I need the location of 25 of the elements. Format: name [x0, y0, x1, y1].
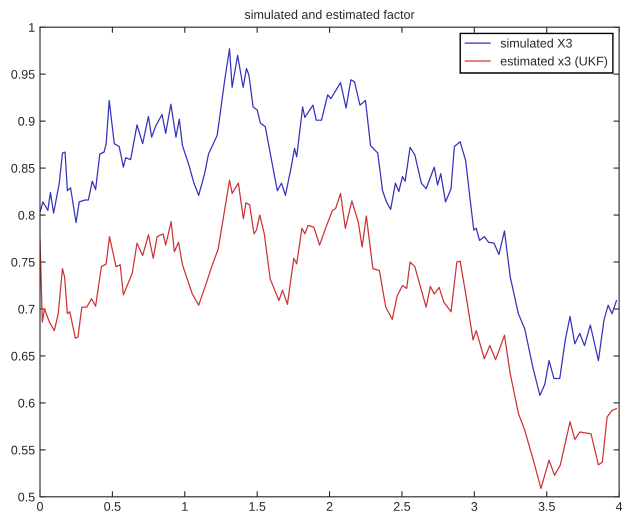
y-tick-label: 1	[29, 23, 35, 32]
x-tick-label: 4	[616, 502, 622, 511]
y-tick-label: 0.95	[11, 70, 35, 79]
x-tick-label: 1.5	[249, 502, 266, 511]
y-tick-label: 0.5	[18, 492, 35, 502]
y-tick-label: 0.75	[11, 258, 35, 267]
y-tick-label: 0.7	[18, 304, 35, 314]
legend-label: estimated x3 (UKF)	[500, 56, 608, 68]
x-tick-label: 1	[182, 502, 188, 511]
y-tick-label: 0.85	[11, 164, 35, 173]
line-series	[40, 48, 618, 396]
legend-label: simulated X3	[500, 38, 572, 48]
chart-title: simulated and estimated factor	[244, 10, 414, 19]
y-tick-label: 0.55	[11, 446, 35, 455]
x-tick-label: 3	[471, 502, 478, 511]
y-tick-label: 0.8	[18, 210, 35, 220]
line-series	[40, 180, 618, 490]
y-tick-label: 0.9	[18, 116, 35, 126]
x-tick-label: 0	[37, 502, 43, 511]
x-tick-label: 2	[326, 502, 332, 511]
y-tick-label: 0.6	[18, 398, 35, 408]
x-tick-label: 3.5	[538, 502, 555, 511]
x-tick-label: 0.5	[104, 502, 121, 511]
x-tick-label: 2.5	[394, 502, 410, 511]
y-tick-label: 0.65	[11, 352, 35, 361]
